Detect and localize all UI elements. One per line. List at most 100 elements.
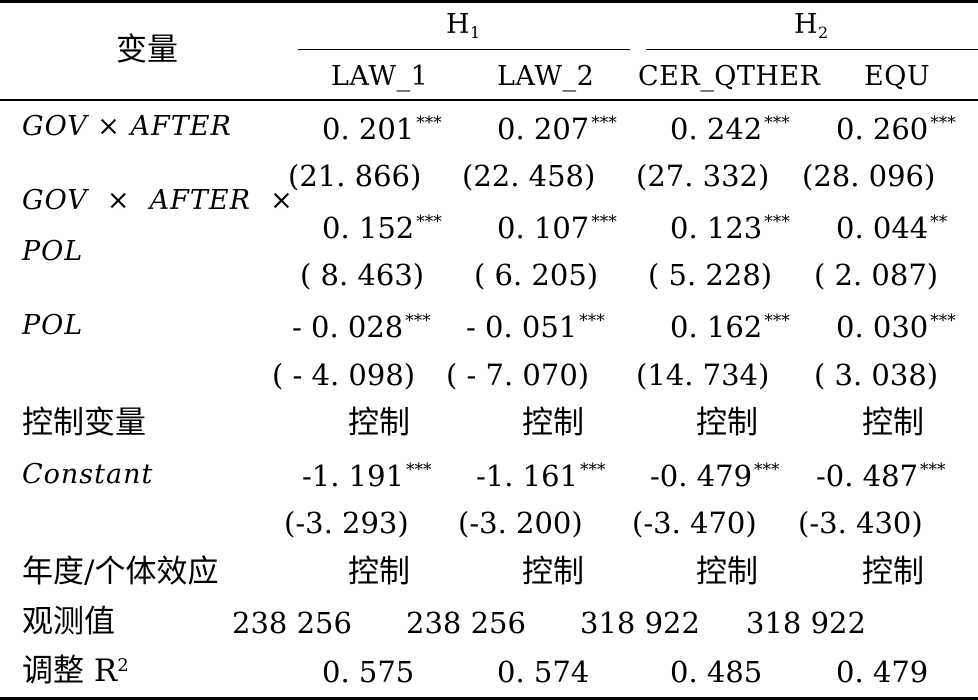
observations-cer: 318 922: [580, 606, 700, 640]
coef-value: 0. 242: [670, 112, 763, 146]
coef-pol-cer: 0. 162 ***: [670, 313, 790, 342]
tstat-pol-equ: ( 3. 038): [814, 358, 939, 392]
coef-value: -0. 479: [650, 459, 753, 493]
top-rule: [0, 0, 978, 3]
tstat-pol-law2: ( - 7. 070): [446, 358, 590, 392]
significance-stars: ***: [764, 113, 790, 133]
row-label-year-individual-effects: 年度/个体效应: [22, 554, 219, 590]
controls-law1: 控制: [348, 405, 410, 441]
tstat-gov-after-law1: (21. 866): [288, 159, 422, 193]
observations-equ: 318 922: [746, 606, 866, 640]
year-fe-law2: 控制: [522, 554, 584, 590]
coef-value: 0. 201: [322, 112, 415, 146]
tstat-constant-law2: (-3. 200): [458, 506, 583, 540]
coef-value: - 0. 028: [292, 310, 404, 344]
row-label-observations: 观测值: [22, 604, 115, 640]
coef-value: 0. 044: [836, 211, 929, 245]
coef-value: 0. 107: [497, 211, 590, 245]
tstat-gov-after-equ: (28. 096): [802, 159, 936, 193]
column-header-equ: EQU: [864, 61, 931, 92]
coef-pol-law2: - 0. 051 ***: [466, 313, 605, 342]
significance-stars: **: [930, 212, 948, 232]
tstat-pol-law1: ( - 4. 098): [272, 358, 416, 392]
tstat-pol-cer: (14. 734): [636, 358, 770, 392]
observations-law1: 238 256: [232, 606, 352, 640]
group-header-h1: H1: [446, 11, 481, 41]
coef-value: 0. 162: [670, 310, 763, 344]
column-header-law2: LAW_2: [497, 61, 595, 92]
significance-stars: ***: [591, 212, 617, 232]
variable-header: 变量: [116, 32, 178, 68]
coef-gov-after-equ: 0. 260 ***: [836, 115, 956, 144]
coef-value: -1. 161: [476, 459, 579, 493]
coef-constant-cer: -0. 479 ***: [650, 462, 780, 491]
adj-r2-equ: 0. 479: [836, 655, 929, 689]
coef-value: 0. 152: [322, 211, 415, 245]
adj-r2-law1: 0. 575: [322, 655, 415, 689]
year-fe-law1: 控制: [348, 554, 410, 590]
adj-r2-law2: 0. 574: [497, 655, 590, 689]
column-header-law1: LAW_1: [331, 61, 429, 92]
coef-pol-law1: - 0. 028 ***: [292, 313, 431, 342]
row-label-constant: Constant: [22, 459, 154, 490]
column-header-cer-qther: CER_QTHER: [638, 61, 821, 92]
tstat-gov-after-cer: (27. 332): [636, 159, 770, 193]
significance-stars: ***: [580, 460, 606, 480]
coef-pol-equ: 0. 030 ***: [836, 313, 956, 342]
controls-cer: 控制: [696, 405, 758, 441]
coef-gov-after-pol-equ: 0. 044 **: [836, 214, 947, 243]
coef-value: 0. 123: [670, 211, 763, 245]
significance-stars: ***: [579, 311, 605, 331]
coef-gov-after-pol-law1: 0. 152 ***: [322, 214, 442, 243]
coef-gov-after-law2: 0. 207 ***: [497, 115, 617, 144]
row-label-gov-after-pol-line1: GOV × AFTER ×: [22, 185, 294, 216]
significance-stars: ***: [930, 113, 956, 133]
year-fe-cer: 控制: [696, 554, 758, 590]
significance-stars: ***: [405, 311, 431, 331]
adj-r2-superscript: 2: [117, 655, 129, 676]
significance-stars: ***: [930, 311, 956, 331]
coef-value: -1. 191: [302, 459, 405, 493]
coef-value: 0. 260: [836, 112, 929, 146]
year-fe-equ: 控制: [862, 554, 924, 590]
tstat-gov-after-pol-law2: ( 6. 205): [474, 258, 599, 292]
significance-stars: ***: [764, 311, 790, 331]
significance-stars: ***: [591, 113, 617, 133]
header-bottom-rule: [0, 99, 978, 101]
tstat-constant-equ: (-3. 430): [798, 506, 923, 540]
group-header-h2-label: H: [794, 9, 819, 40]
group-header-h2-sub: 2: [818, 23, 829, 42]
tstat-constant-cer: (-3. 470): [632, 506, 757, 540]
coef-constant-law1: -1. 191 ***: [302, 462, 432, 491]
coef-value: 0. 207: [497, 112, 590, 146]
h1-underline: [298, 49, 630, 50]
group-header-h1-sub: 1: [470, 23, 481, 42]
tstat-gov-after-pol-law1: ( 8. 463): [300, 258, 425, 292]
coef-value: -0. 487: [816, 459, 919, 493]
tstat-gov-after-pol-cer: ( 5. 228): [648, 258, 773, 292]
group-header-h2: H2: [794, 11, 829, 41]
controls-equ: 控制: [862, 405, 924, 441]
coef-gov-after-cer: 0. 242 ***: [670, 115, 790, 144]
coef-gov-after-law1: 0. 201 ***: [322, 115, 442, 144]
tstat-gov-after-law2: (22. 458): [462, 159, 596, 193]
significance-stars: ***: [920, 460, 946, 480]
coef-gov-after-pol-cer: 0. 123 ***: [670, 214, 790, 243]
adj-r2-cer: 0. 485: [670, 655, 763, 689]
significance-stars: ***: [406, 460, 432, 480]
significance-stars: ***: [764, 212, 790, 232]
significance-stars: ***: [416, 212, 442, 232]
tstat-gov-after-pol-equ: ( 2. 087): [814, 258, 939, 292]
controls-law2: 控制: [522, 405, 584, 441]
row-label-controls: 控制变量: [22, 405, 146, 441]
row-label-gov-after: GOV × AFTER: [22, 111, 232, 142]
observations-law2: 238 256: [406, 606, 526, 640]
row-label-pol: POL: [22, 310, 84, 341]
significance-stars: ***: [754, 460, 780, 480]
bottom-rule: [0, 697, 978, 700]
coef-value: - 0. 051: [466, 310, 578, 344]
adj-r2-label: 调整 R: [22, 653, 118, 689]
coef-constant-law2: -1. 161 ***: [476, 462, 606, 491]
coef-gov-after-pol-law2: 0. 107 ***: [497, 214, 617, 243]
